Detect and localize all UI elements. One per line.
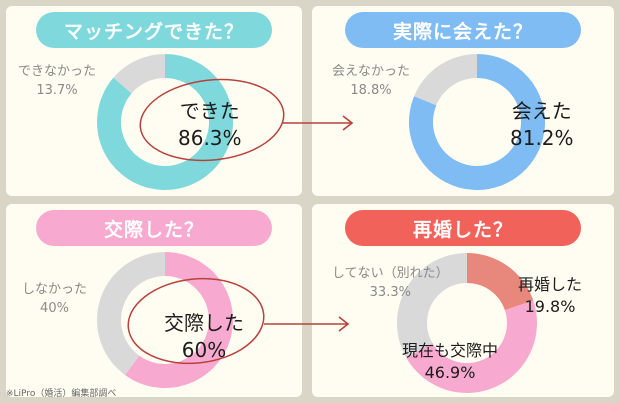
panel-title: 再婚した？ (345, 210, 581, 246)
donut-chart (397, 253, 537, 393)
slice-label-value: 81.2% (510, 126, 574, 150)
pie-slice (409, 54, 545, 190)
pie-slice (397, 253, 467, 358)
pie-slice (97, 252, 165, 376)
panel-title: マッチングできた？ (36, 12, 272, 48)
panel-title: 実際に会えた？ (345, 12, 581, 48)
slice-label: できた 86.3% (178, 98, 242, 152)
panel-remarried: 再婚した？ してない（別れた） 33.3% 再婚した 19.8% 現在も交際中 … (312, 204, 614, 397)
slice-label-name: 会えた (511, 99, 572, 123)
slice-label-value: 46.9% (424, 363, 476, 382)
slice-label: できなかった 13.7% (18, 62, 96, 100)
slice-label: してない（別れた） 33.3% (332, 264, 449, 302)
donut-chart (409, 54, 545, 190)
slice-label: しなかった 40% (22, 280, 87, 318)
footnote: ※LiPro（婚活）編集部調べ (6, 389, 117, 399)
slice-label: 再婚した 19.8% (518, 274, 582, 318)
slice-label-name: 会えなかった (332, 64, 411, 79)
pie-slice (467, 253, 534, 311)
slice-label-value: 13.7% (36, 83, 78, 98)
slice-label-name: 再婚した (518, 275, 583, 294)
slice-label: 会えなかった 18.8% (332, 62, 410, 100)
panel-dating: 交際した？ しなかった 40% 交際した 60% (6, 204, 302, 397)
pie-slice (414, 54, 477, 106)
panel-title: 交際した？ (36, 210, 272, 246)
panel-met: 実際に会えた？ 会えなかった 18.8% 会えた 81.2% (312, 6, 614, 196)
slice-label-name: 交際した (164, 311, 244, 335)
slice-label-value: 19.8% (524, 297, 576, 316)
slice-label-value: 18.8% (350, 83, 392, 98)
slice-label-value: 33.3% (369, 285, 411, 300)
slice-label-name: できた (179, 99, 240, 123)
slice-label: 交際した 60% (164, 310, 244, 364)
slice-label-name: してない（別れた） (332, 266, 449, 281)
panel-matching: マッチングできた？ できなかった 13.7% できた 86.3% (6, 6, 302, 196)
slice-label: 現在も交際中 46.9% (402, 340, 498, 384)
slice-label-value: 60% (181, 338, 227, 362)
slice-label: 会えた 81.2% (510, 98, 574, 152)
pie-slice (406, 300, 537, 393)
pie-slice (113, 54, 165, 94)
slice-label-name: 現在も交際中 (402, 341, 499, 360)
slice-label-value: 40% (40, 301, 69, 316)
slice-label-value: 86.3% (178, 126, 242, 150)
slice-label-name: しなかった (22, 282, 88, 297)
slice-label-name: できなかった (18, 64, 97, 79)
